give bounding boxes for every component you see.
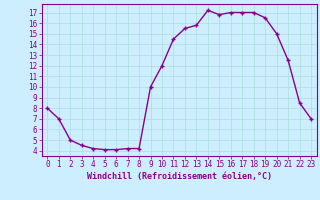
X-axis label: Windchill (Refroidissement éolien,°C): Windchill (Refroidissement éolien,°C) [87,172,272,181]
